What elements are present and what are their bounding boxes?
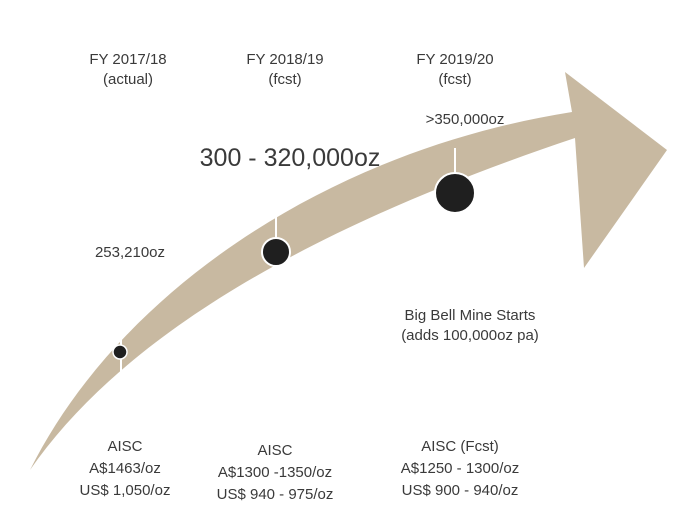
marker-fy2019 xyxy=(434,172,476,214)
aisc-aud: A$1250 - 1300/oz xyxy=(400,460,520,477)
marker-fy2018 xyxy=(261,237,291,267)
period-title: FY 2017/18 xyxy=(89,51,167,68)
aisc-fy2017: AISC A$1463/oz US$ 1,050/oz xyxy=(65,437,185,501)
aisc-usd: US$ 1,050/oz xyxy=(79,482,171,499)
aisc-usd: US$ 940 - 975/oz xyxy=(216,486,334,503)
period-sub: (fcst) xyxy=(268,71,302,88)
aisc-fy2019: AISC (Fcst) A$1250 - 1300/oz US$ 900 - 9… xyxy=(385,437,535,501)
milestone-line2: (adds 100,000oz pa) xyxy=(401,327,539,344)
period-sub: (actual) xyxy=(102,71,154,88)
milestone-line1: Big Bell Mine Starts xyxy=(404,307,536,324)
production-fy2019: >350,000oz xyxy=(425,111,505,128)
period-sub: (fcst) xyxy=(438,71,472,88)
marker-fy2017 xyxy=(112,344,128,360)
aisc-title: AISC xyxy=(257,442,293,459)
aisc-usd: US$ 900 - 940/oz xyxy=(401,482,519,499)
aisc-fy2018: AISC A$1300 -1350/oz US$ 940 - 975/oz xyxy=(200,441,350,505)
period-title: FY 2018/19 xyxy=(246,51,324,68)
production-fy2017: 253,210oz xyxy=(94,244,166,261)
production-fy2018: 300 - 320,000oz xyxy=(199,144,381,172)
growth-arrow-shape xyxy=(30,72,667,470)
aisc-aud: A$1300 -1350/oz xyxy=(217,464,333,481)
aisc-title: AISC (Fcst) xyxy=(421,438,499,455)
period-fy2018: FY 2018/19 (fcst) xyxy=(225,50,345,90)
period-title: FY 2019/20 xyxy=(416,51,494,68)
period-fy2019: FY 2019/20 (fcst) xyxy=(395,50,515,90)
milestone-note: Big Bell Mine Starts (adds 100,000oz pa) xyxy=(380,306,560,346)
aisc-title: AISC xyxy=(107,438,143,455)
period-fy2017: FY 2017/18 (actual) xyxy=(68,50,188,90)
aisc-aud: A$1463/oz xyxy=(89,460,161,477)
